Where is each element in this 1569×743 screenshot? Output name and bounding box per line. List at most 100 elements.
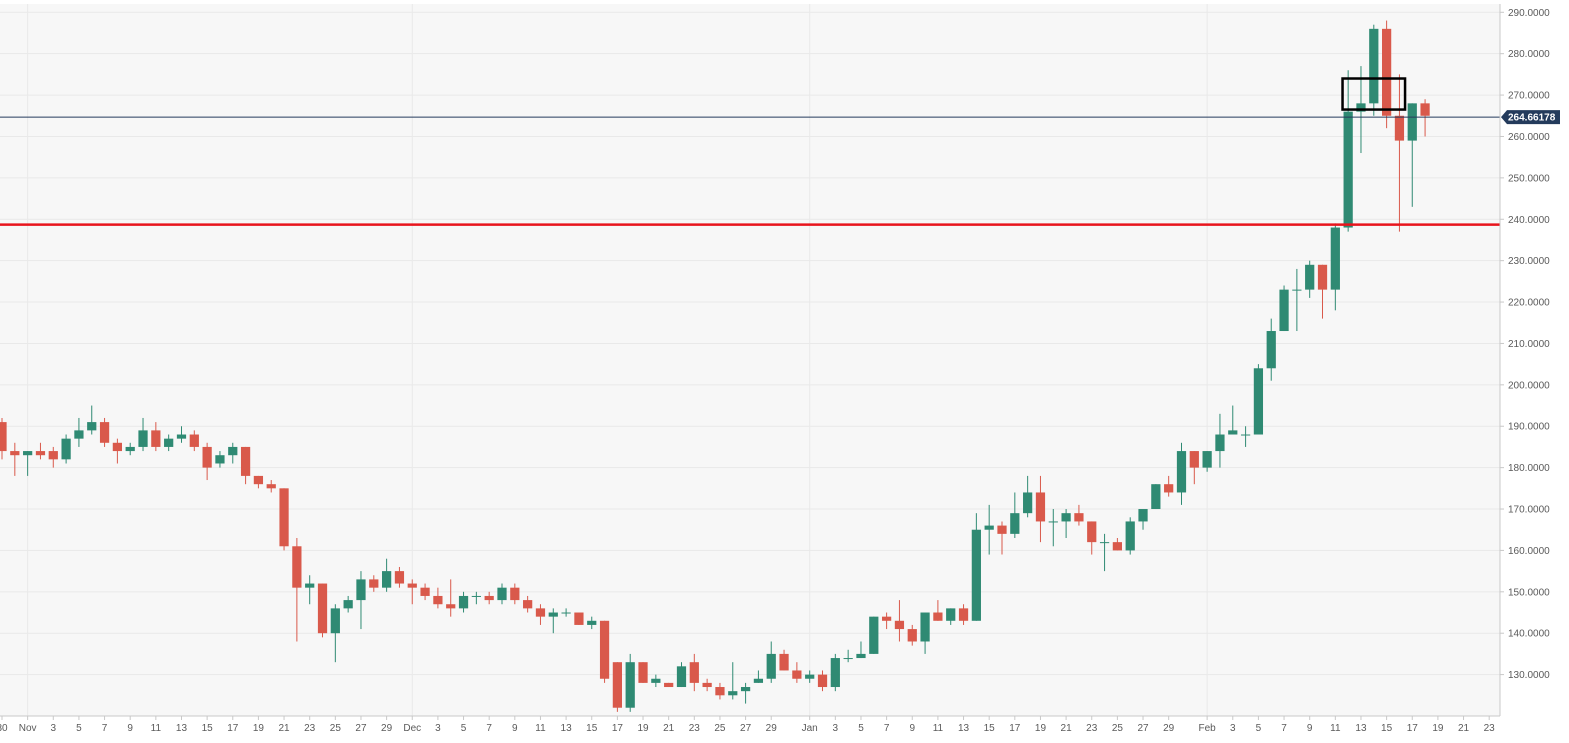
candle xyxy=(279,488,289,551)
candle xyxy=(1189,451,1199,485)
candle xyxy=(907,624,917,646)
candle-body xyxy=(433,595,443,605)
time-tick-label: 17 xyxy=(1009,723,1021,734)
candle xyxy=(882,612,892,630)
time-tick-label: 5 xyxy=(461,723,467,734)
candle-body xyxy=(99,422,110,443)
candle xyxy=(599,620,610,683)
candle-body xyxy=(305,583,315,588)
candle xyxy=(1164,475,1174,497)
candle-body xyxy=(61,438,71,460)
candle-body xyxy=(1061,513,1071,522)
candle-body xyxy=(869,616,879,654)
candle xyxy=(292,538,302,642)
candle xyxy=(664,682,674,688)
price-tick-label: 170.0000 xyxy=(1508,505,1550,516)
candle xyxy=(1074,504,1084,526)
candle xyxy=(189,430,199,452)
candle xyxy=(1138,509,1148,530)
candle-body xyxy=(933,612,943,621)
candle xyxy=(48,446,58,468)
candle xyxy=(843,649,853,663)
price-tick-label: 140.0000 xyxy=(1508,629,1550,640)
candle-body xyxy=(1305,264,1315,290)
time-tick-label: 27 xyxy=(740,723,752,734)
candle xyxy=(74,417,84,447)
time-tick-label: Dec xyxy=(403,723,421,734)
candle xyxy=(1061,509,1071,538)
price-axis[interactable]: 130.0000 140.0000 150.0000 160.0000 170.0000… xyxy=(1500,8,1560,681)
time-tick-label: 11 xyxy=(151,723,162,734)
time-tick-label: 3 xyxy=(1230,723,1236,734)
candle xyxy=(1087,521,1097,555)
candle xyxy=(125,442,135,456)
candle xyxy=(382,558,392,592)
price-tick-label: 190.0000 xyxy=(1508,422,1550,433)
candle-body xyxy=(279,488,289,547)
candle-body xyxy=(112,442,122,452)
candle-body xyxy=(805,674,815,679)
candle-body xyxy=(958,608,969,621)
candle xyxy=(869,616,879,654)
candle-body xyxy=(1023,492,1033,514)
candle-body xyxy=(1074,513,1084,522)
candle xyxy=(561,608,571,617)
candle-body xyxy=(394,571,405,584)
time-tick-label: 9 xyxy=(512,723,518,734)
candle-body xyxy=(587,620,597,625)
time-tick-label: 7 xyxy=(1281,723,1287,734)
time-tick-label: 21 xyxy=(278,723,290,734)
candle xyxy=(1202,451,1212,472)
candle-body xyxy=(1112,542,1122,551)
candle xyxy=(497,583,507,605)
time-tick-label: 7 xyxy=(884,723,890,734)
time-tick-label: 11 xyxy=(933,723,944,734)
time-axis[interactable]: 30 Nov 3 5 7 9 11 13 15 17 19 21 23 25 27 29 Dec 3 5 7 9 11 13… xyxy=(0,716,1495,734)
candle xyxy=(61,434,71,464)
candle xyxy=(1279,285,1289,332)
candle-body xyxy=(984,525,994,530)
candle-body xyxy=(1240,434,1251,436)
candle xyxy=(753,670,764,683)
time-tick-label: 5 xyxy=(76,723,82,734)
candle xyxy=(228,442,238,464)
candle xyxy=(817,670,828,692)
candle-body xyxy=(330,608,340,634)
candle xyxy=(1253,364,1264,435)
candle-body xyxy=(23,451,33,456)
candle-body xyxy=(1151,484,1161,510)
candle-body xyxy=(1369,28,1379,104)
price-tick-label: 290.0000 xyxy=(1508,8,1550,19)
candle xyxy=(984,504,994,555)
candle-body xyxy=(1010,513,1020,534)
candle-body xyxy=(87,422,97,431)
candle xyxy=(1330,223,1340,311)
candle-body xyxy=(523,600,533,609)
candle-body xyxy=(1343,111,1353,228)
candle xyxy=(458,591,469,613)
candle-body xyxy=(612,662,622,708)
candle xyxy=(266,480,276,493)
price-tick-label: 230.0000 xyxy=(1508,256,1550,267)
price-tick-label: 210.0000 xyxy=(1508,339,1550,350)
candle-body xyxy=(1215,434,1225,452)
time-tick-label: 21 xyxy=(663,723,675,734)
plot-background xyxy=(0,4,1500,716)
candle xyxy=(1305,260,1315,298)
time-tick-label: 21 xyxy=(1061,723,1073,734)
candle-body xyxy=(1087,521,1097,543)
candle-body xyxy=(1125,521,1135,551)
candle-body xyxy=(535,608,546,617)
candle xyxy=(202,442,212,481)
candle-body xyxy=(1253,368,1264,435)
time-tick-label: 23 xyxy=(1484,723,1496,734)
candle xyxy=(997,521,1007,555)
candle-body xyxy=(369,579,379,588)
candle xyxy=(1215,413,1225,468)
candle xyxy=(433,587,443,609)
candle xyxy=(894,600,905,642)
candle-body xyxy=(164,438,174,447)
candle-body xyxy=(1279,289,1289,332)
candle xyxy=(1151,484,1161,510)
